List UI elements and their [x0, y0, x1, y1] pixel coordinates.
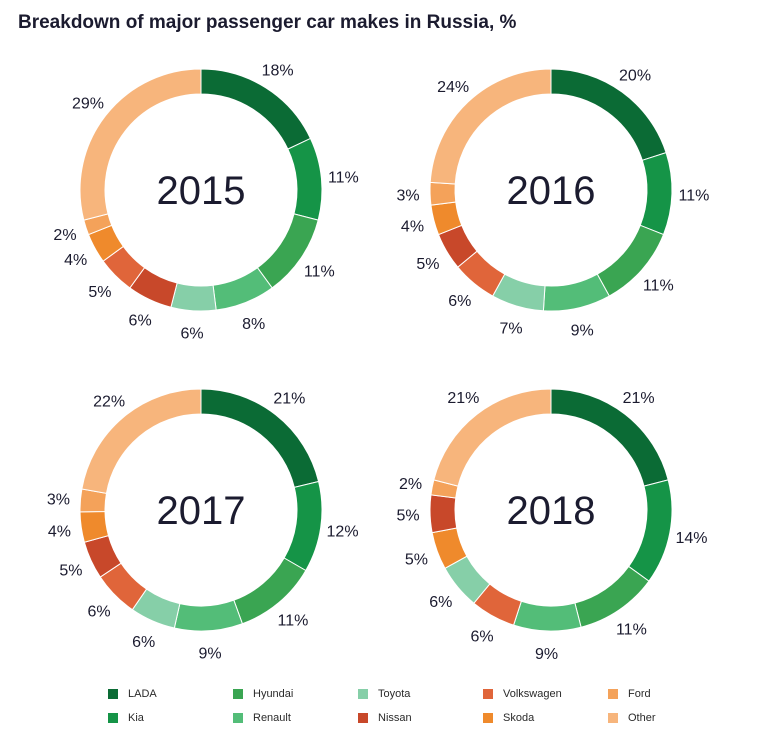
slice-label-lada: 21% — [273, 391, 305, 408]
slice-label-nissan: 5% — [397, 507, 420, 524]
slice-kia — [639, 151, 673, 236]
slice-kia — [287, 137, 323, 221]
slice-other — [429, 68, 552, 185]
legend-swatch — [108, 713, 118, 723]
donut-2016: 20% 11% 11% 9% 7% 6% 5% 4% 3% 24% 2016 — [397, 67, 710, 339]
legend-swatch — [233, 713, 243, 723]
slice-label-ford: 3% — [397, 187, 420, 204]
slice-label-kia: 14% — [675, 530, 707, 547]
legend-label: Volkswagen — [503, 688, 562, 700]
slice-label-other: 24% — [437, 79, 469, 96]
slice-label-kia: 11% — [328, 170, 359, 187]
slice-label-toyota: 6% — [180, 326, 203, 343]
slice-label-skoda: 4% — [64, 252, 87, 269]
legend-item-volkswagen: Volkswagen — [483, 688, 562, 700]
slice-label-volkswagen: 6% — [88, 603, 111, 620]
slice-label-lada: 20% — [619, 67, 651, 84]
legend-label: LADA — [128, 688, 157, 700]
slice-label-toyota: 6% — [429, 594, 452, 611]
slice-lada — [200, 68, 312, 150]
center-year-label: 2016 — [507, 169, 596, 213]
donut-charts: 18%11%11%8%6%6%5%4%2%29%201520%11%11%9%7… — [47, 62, 710, 663]
legend-label: Hyundai — [253, 688, 294, 700]
legend-swatch — [483, 689, 493, 699]
legend-swatch — [358, 713, 368, 723]
slice-label-ford: 2% — [399, 476, 422, 493]
legend-label: Kia — [128, 712, 144, 724]
slice-ford — [429, 181, 457, 206]
slice-label-hyundai: 11% — [643, 278, 674, 295]
legend-item-toyota: Toyota — [358, 688, 410, 700]
slice-label-other: 21% — [447, 390, 479, 407]
legend-label: Renault — [253, 712, 291, 724]
legend-swatch — [483, 713, 493, 723]
donut-2015: 18% 11% 11% 8% 6% 6% 5%4% 2% 29% 2015 — [53, 62, 358, 342]
slice-renault — [542, 273, 610, 312]
slice-label-hyundai: 11% — [277, 613, 308, 630]
legend-item-ford: Ford — [608, 688, 651, 700]
legend-swatch — [608, 713, 618, 723]
slice-label-ford: 3% — [47, 492, 70, 509]
slice-toyota — [170, 282, 217, 312]
slice-label-hyundai: 11% — [616, 621, 647, 638]
slice-label-other: 29% — [72, 95, 104, 112]
legend-item-kia: Kia — [108, 712, 144, 724]
legend-swatch — [608, 689, 618, 699]
slice-label-renault: 9% — [535, 646, 558, 663]
slice-label-renault: 9% — [571, 323, 594, 340]
legend-swatch — [358, 689, 368, 699]
slice-label-toyota: 7% — [500, 320, 523, 337]
chart-title: Breakdown of major passenger car makes i… — [18, 12, 517, 33]
slice-label-volkswagen: 5% — [88, 284, 111, 301]
slice-label-other: 22% — [93, 393, 125, 410]
slice-other — [81, 388, 202, 494]
legend-item-other: Other — [608, 712, 656, 724]
center-year-label: 2018 — [507, 489, 596, 533]
slice-label-volkswagen: 6% — [471, 628, 494, 645]
slice-label-skoda: 4% — [401, 219, 424, 236]
slice-label-skoda: 4% — [48, 523, 71, 540]
donut-2018: 21% 14% 11% 9% 6% 6% 5% 5% 2% 21% 2018 — [397, 388, 707, 663]
legend-label: Skoda — [503, 712, 535, 724]
legend-item-lada: LADA — [108, 688, 157, 700]
donut-2017: 21% 12% 11% 9% 6% 6% 5% 4% 3% 22% 2017 — [47, 388, 359, 663]
legend-swatch — [233, 689, 243, 699]
slice-label-renault: 9% — [199, 646, 222, 663]
slice-renault — [173, 599, 244, 632]
slice-label-kia: 12% — [327, 523, 359, 540]
legend-label: Other — [628, 712, 656, 724]
slice-label-renault: 8% — [242, 316, 265, 333]
slice-renault — [512, 600, 582, 632]
center-year-label: 2017 — [157, 489, 246, 533]
slice-label-nissan: 5% — [59, 562, 82, 579]
legend-item-hyundai: Hyundai — [233, 688, 293, 700]
legend-label: Ford — [628, 688, 651, 700]
slice-label-nissan: 5% — [416, 256, 439, 273]
slice-label-lada: 18% — [262, 62, 294, 79]
legend-item-renault: Renault — [233, 712, 291, 724]
legend: LADA Kia Hyundai Renault Toyota Nissan Volkswa… — [108, 688, 668, 734]
slice-label-ford: 2% — [53, 227, 76, 244]
slice-kia — [627, 479, 673, 582]
slice-label-hyundai: 11% — [304, 263, 335, 280]
slice-label-kia: 11% — [679, 187, 710, 204]
legend-label: Nissan — [378, 712, 412, 724]
slice-label-nissan: 6% — [129, 312, 152, 329]
slice-label-lada: 21% — [623, 390, 655, 407]
slice-other — [433, 388, 552, 487]
slice-label-skoda: 5% — [405, 551, 428, 568]
legend-label: Toyota — [378, 688, 411, 700]
legend-item-skoda: Skoda — [483, 712, 534, 724]
slice-other — [79, 68, 202, 221]
center-year-label: 2015 — [157, 169, 246, 213]
slice-nissan — [429, 494, 458, 534]
slice-hyundai — [574, 565, 650, 628]
slice-kia — [283, 480, 323, 572]
slice-label-volkswagen: 6% — [448, 293, 471, 310]
legend-swatch — [108, 689, 118, 699]
legend-item-nissan: Nissan — [358, 712, 412, 724]
slice-label-toyota: 6% — [132, 634, 155, 651]
